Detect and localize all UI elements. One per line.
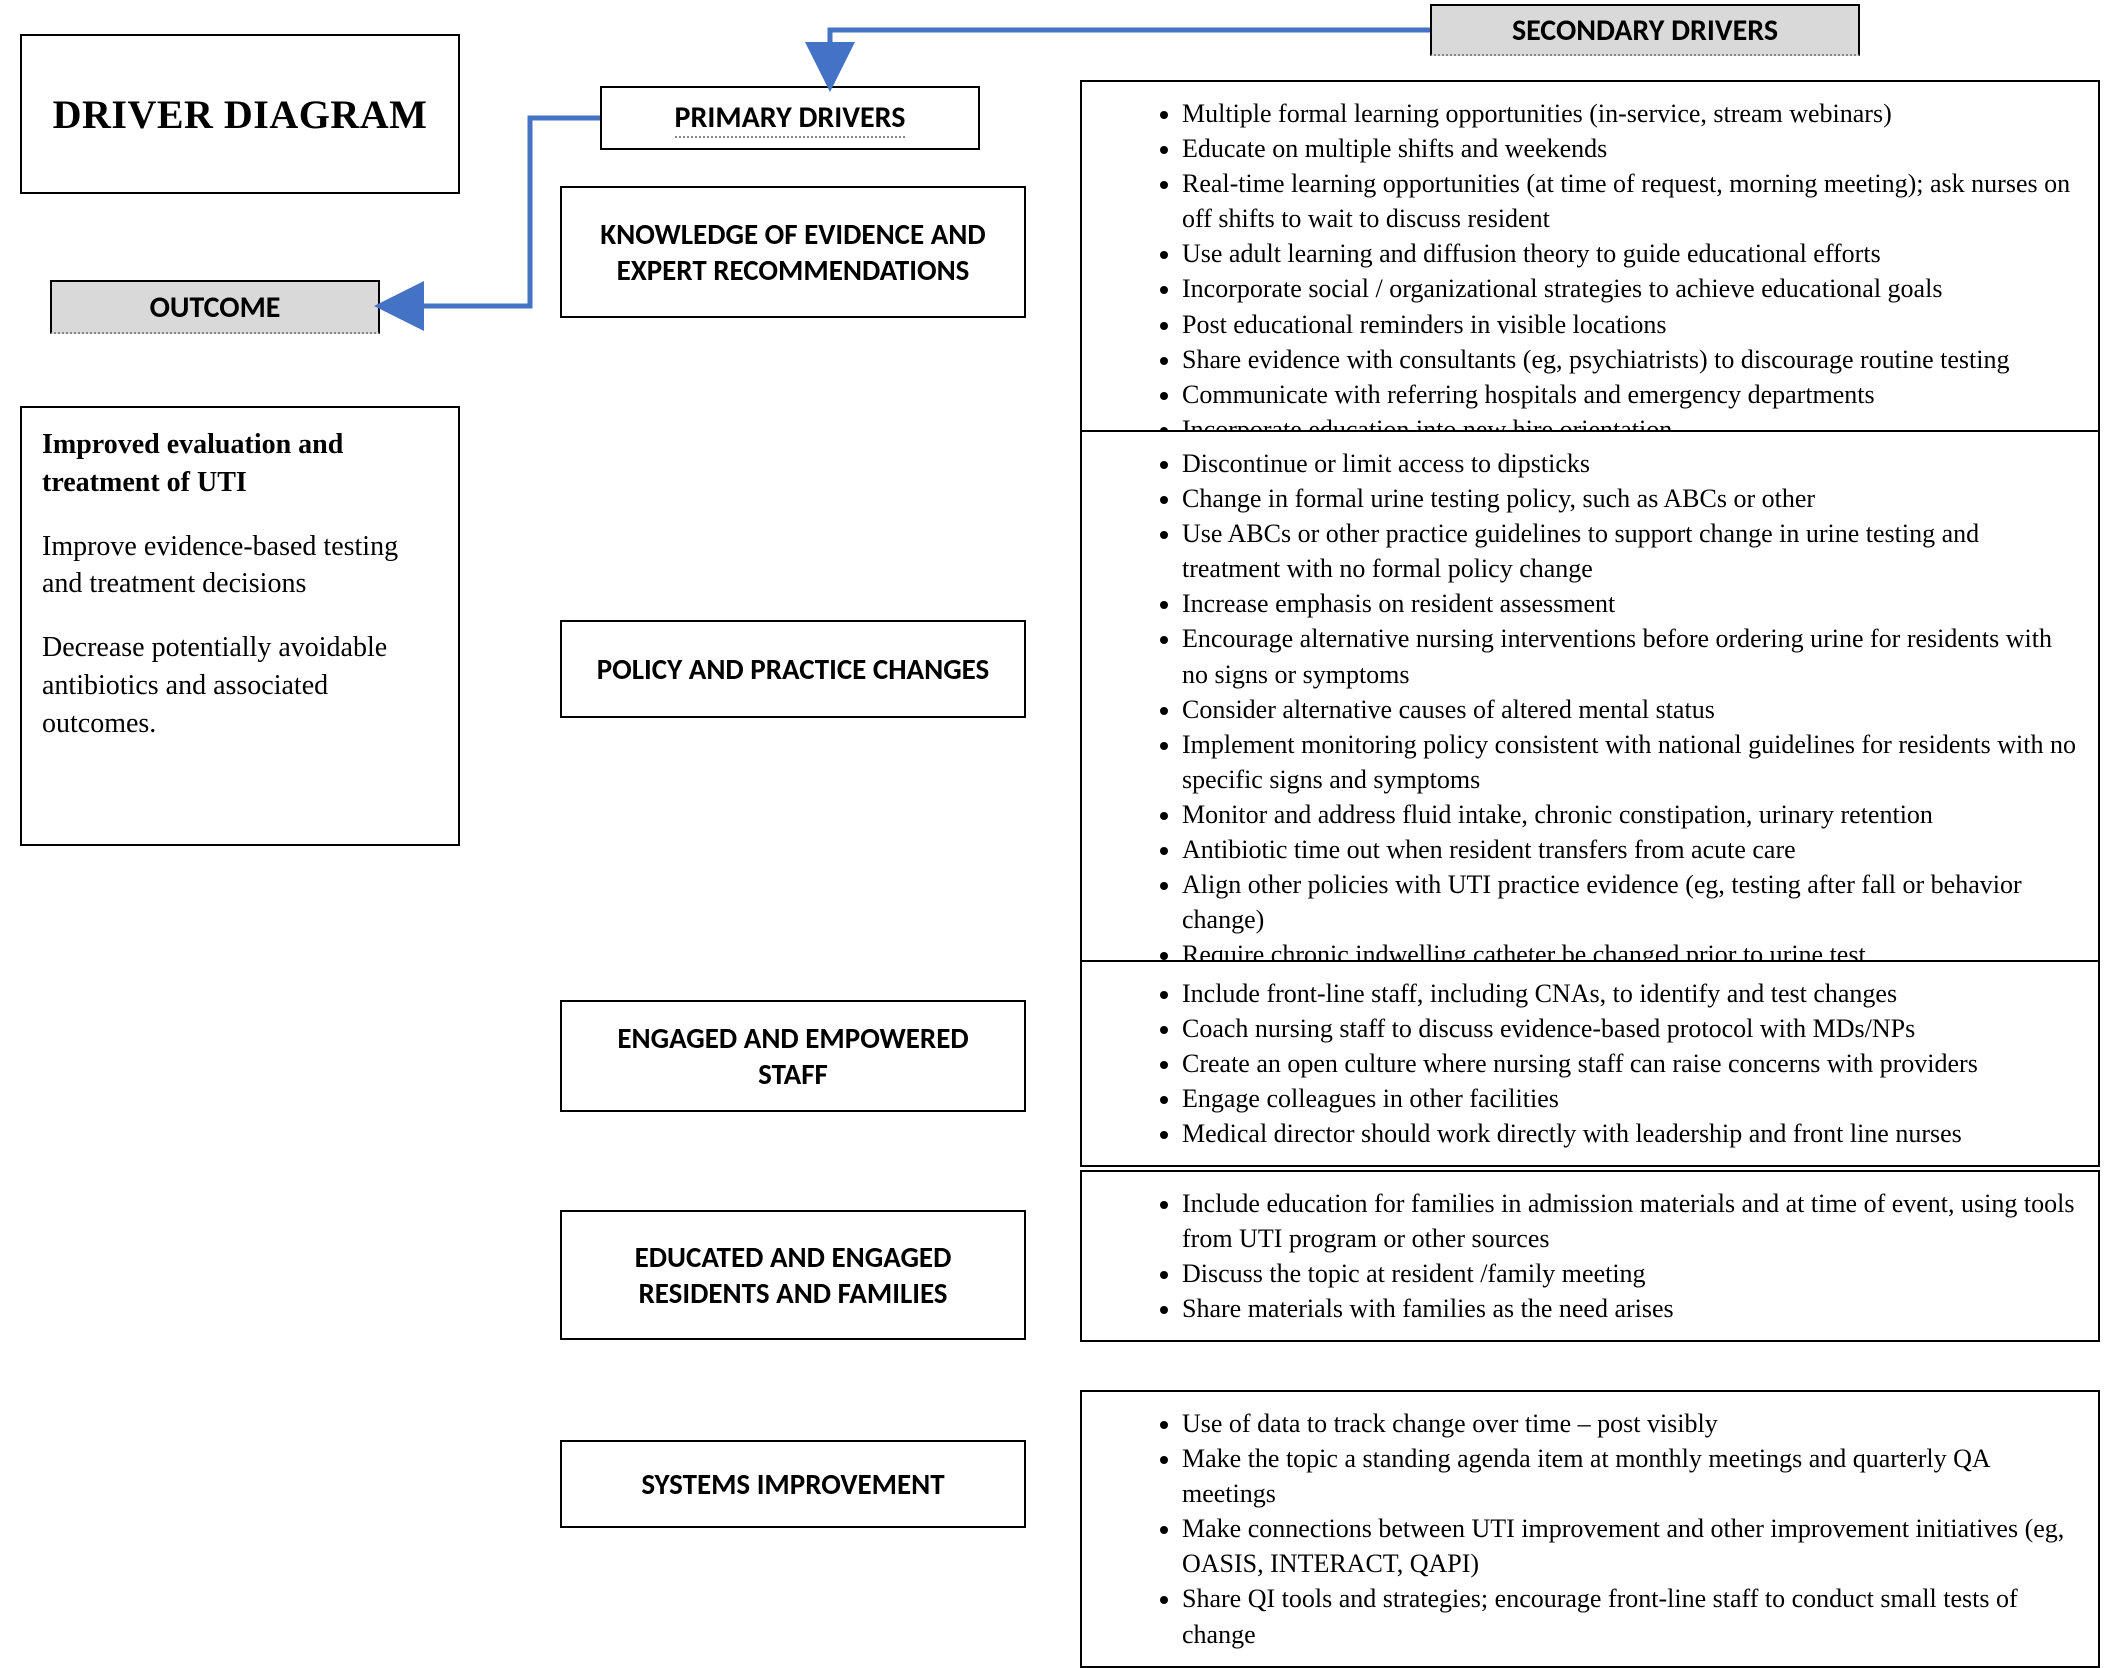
outcome-box: Improved evaluation and treatment of UTI… [20, 406, 460, 846]
secondary-list: Include education for families in admiss… [1152, 1186, 2078, 1326]
secondary-item: Real-time learning opportunities (at tim… [1182, 166, 2078, 236]
secondary-item: Engage colleagues in other facilities [1182, 1081, 2078, 1116]
secondary-item: Create an open culture where nursing sta… [1182, 1046, 2078, 1081]
secondary-item: Educate on multiple shifts and weekends [1182, 131, 2078, 166]
secondary-item: Medical director should work directly wi… [1182, 1116, 2078, 1151]
secondary-item: Discuss the topic at resident /family me… [1182, 1256, 2078, 1291]
primary-driver-knowledge: KNOWLEDGE OF EVIDENCE AND EXPERT RECOMME… [560, 186, 1026, 318]
secondary-box-families: Include education for families in admiss… [1080, 1170, 2100, 1342]
outcome-paragraph: Decrease potentially avoidable antibioti… [42, 629, 438, 742]
secondary-item: Make connections between UTI improvement… [1182, 1511, 2078, 1581]
primary-drivers-label: PRIMARY DRIVERS [600, 86, 980, 150]
secondary-drivers-label-text: SECONDARY DRIVERS [1512, 12, 1778, 49]
primary-driver-policy: POLICY AND PRACTICE CHANGES [560, 620, 1026, 718]
secondary-list: Include front-line staff, including CNAs… [1152, 976, 2078, 1151]
secondary-item: Share evidence with consultants (eg, psy… [1182, 342, 2078, 377]
primary-driver-label: POLICY AND PRACTICE CHANGES [597, 651, 990, 687]
secondary-item: Encourage alternative nursing interventi… [1182, 621, 2078, 691]
secondary-item: Use ABCs or other practice guidelines to… [1182, 516, 2078, 586]
diagram-title: DRIVER DIAGRAM [20, 34, 460, 194]
secondary-item: Discontinue or limit access to dipsticks [1182, 446, 2078, 481]
secondary-item: Implement monitoring policy consistent w… [1182, 727, 2078, 797]
secondary-item: Antibiotic time out when resident transf… [1182, 832, 2078, 867]
secondary-box-systems: Use of data to track change over time – … [1080, 1390, 2100, 1668]
secondary-item: Monitor and address fluid intake, chroni… [1182, 797, 2078, 832]
outcome-heading: Improved evaluation and treatment of UTI [42, 426, 438, 502]
primary-driver-label: EDUCATED AND ENGAGED RESIDENTS AND FAMIL… [580, 1239, 1006, 1312]
secondary-item: Align other policies with UTI practice e… [1182, 867, 2078, 937]
secondary-item: Include education for families in admiss… [1182, 1186, 2078, 1256]
secondary-item: Communicate with referring hospitals and… [1182, 377, 2078, 412]
primary-driver-label: ENGAGED AND EMPOWERED STAFF [580, 1020, 1006, 1093]
primary-driver-families: EDUCATED AND ENGAGED RESIDENTS AND FAMIL… [560, 1210, 1026, 1340]
outcome-label-text: OUTCOME [150, 289, 281, 326]
secondary-item: Use of data to track change over time – … [1182, 1406, 2078, 1441]
secondary-item: Share materials with families as the nee… [1182, 1291, 2078, 1326]
secondary-item: Consider alternative causes of altered m… [1182, 692, 2078, 727]
secondary-box-knowledge: Multiple formal learning opportunities (… [1080, 80, 2100, 463]
secondary-item: Use adult learning and diffusion theory … [1182, 236, 2078, 271]
primary-driver-label: SYSTEMS IMPROVEMENT [641, 1466, 944, 1502]
primary-driver-label: KNOWLEDGE OF EVIDENCE AND EXPERT RECOMME… [580, 216, 1006, 289]
secondary-item: Post educational reminders in visible lo… [1182, 307, 2078, 342]
secondary-item: Coach nursing staff to discuss evidence-… [1182, 1011, 2078, 1046]
secondary-box-policy: Discontinue or limit access to dipsticks… [1080, 430, 2100, 1024]
secondary-drivers-label: SECONDARY DRIVERS [1430, 4, 1860, 56]
secondary-item: Make the topic a standing agenda item at… [1182, 1441, 2078, 1511]
secondary-item: Include front-line staff, including CNAs… [1182, 976, 2078, 1011]
secondary-item: Change in formal urine testing policy, s… [1182, 481, 2078, 516]
secondary-list: Multiple formal learning opportunities (… [1152, 96, 2078, 447]
secondary-item: Multiple formal learning opportunities (… [1182, 96, 2078, 131]
primary-driver-systems: SYSTEMS IMPROVEMENT [560, 1440, 1026, 1528]
secondary-item: Increase emphasis on resident assessment [1182, 586, 2078, 621]
secondary-list: Discontinue or limit access to dipsticks… [1152, 446, 2078, 1008]
outcome-paragraph: Improve evidence-based testing and treat… [42, 528, 438, 604]
primary-driver-staff: ENGAGED AND EMPOWERED STAFF [560, 1000, 1026, 1112]
secondary-list: Use of data to track change over time – … [1152, 1406, 2078, 1652]
secondary-item: Incorporate social / organizational stra… [1182, 271, 2078, 306]
outcome-label: OUTCOME [50, 280, 380, 334]
secondary-item: Share QI tools and strategies; encourage… [1182, 1581, 2078, 1651]
primary-drivers-label-text: PRIMARY DRIVERS [675, 99, 906, 138]
secondary-box-staff: Include front-line staff, including CNAs… [1080, 960, 2100, 1167]
diagram-title-text: DRIVER DIAGRAM [53, 91, 428, 138]
